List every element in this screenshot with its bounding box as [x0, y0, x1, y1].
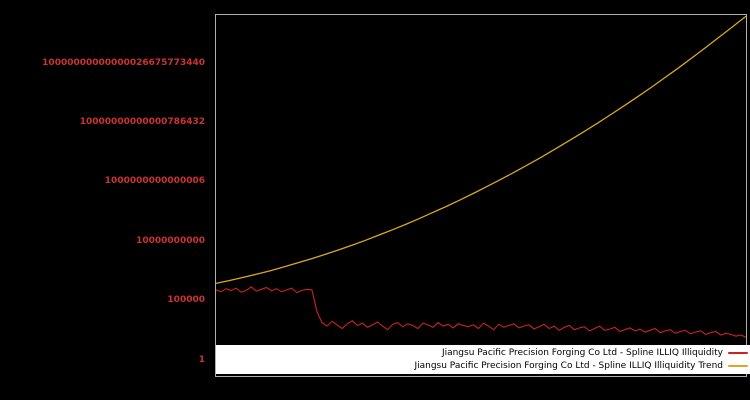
y-tick-label: 100000	[167, 295, 205, 306]
legend-line-sample-red	[728, 352, 748, 354]
legend-label-illiquidity: Jiangsu Pacific Precision Forging Co Ltd…	[441, 348, 723, 358]
y-tick-label: 1	[198, 354, 205, 365]
legend-label-trend: Jiangsu Pacific Precision Forging Co Ltd…	[414, 361, 723, 371]
y-tick-label: 1000000000000006	[104, 176, 205, 187]
legend: Jiangsu Pacific Precision Forging Co Ltd…	[216, 345, 750, 374]
y-axis: 10000000000000026675773440 1000000000000…	[0, 0, 209, 400]
line-chart	[216, 15, 746, 338]
legend-entry-trend: Jiangsu Pacific Precision Forging Co Ltd…	[414, 360, 748, 372]
legend-entry-illiquidity: Jiangsu Pacific Precision Forging Co Ltd…	[442, 347, 748, 359]
y-tick-label: 10000000000	[136, 235, 205, 246]
y-tick-label: 10000000000000786432	[79, 117, 205, 128]
legend-line-sample-yellow	[728, 365, 748, 367]
y-tick-label: 10000000000000026675773440	[42, 57, 205, 68]
plot-area: Jiangsu Pacific Precision Forging Co Ltd…	[215, 14, 750, 377]
